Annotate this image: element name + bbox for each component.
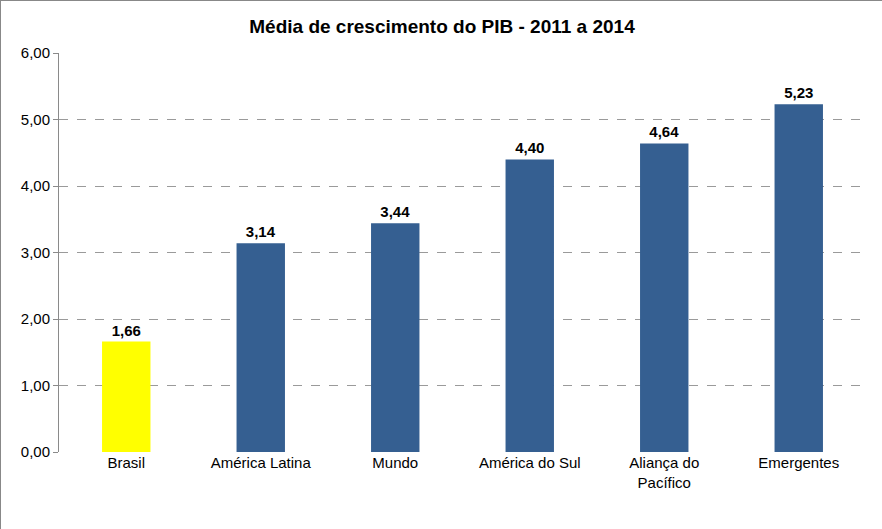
svg-text:5,23: 5,23 — [784, 84, 813, 101]
svg-text:Aliança doPacífico: Aliança doPacífico — [629, 454, 699, 491]
svg-text:4,00: 4,00 — [21, 177, 50, 194]
svg-text:Emergentes: Emergentes — [758, 454, 839, 471]
svg-text:6,00: 6,00 — [21, 44, 50, 61]
svg-text:América do Sul: América do Sul — [479, 454, 581, 471]
svg-text:4,64: 4,64 — [649, 123, 679, 140]
svg-text:5,00: 5,00 — [21, 111, 50, 128]
svg-text:América Latina: América Latina — [211, 454, 312, 471]
svg-text:3,44: 3,44 — [380, 203, 410, 220]
svg-text:3,14: 3,14 — [246, 223, 276, 240]
svg-text:1,00: 1,00 — [21, 377, 50, 394]
svg-text:4,40: 4,40 — [515, 139, 544, 156]
svg-text:Média de crescimento do PIB -: Média de crescimento do PIB - 2011 a 201… — [249, 16, 635, 37]
svg-text:2,00: 2,00 — [21, 310, 50, 327]
svg-text:Brasil: Brasil — [107, 454, 145, 471]
svg-text:1,66: 1,66 — [112, 322, 141, 339]
svg-text:Mundo: Mundo — [372, 454, 418, 471]
svg-text:3,00: 3,00 — [21, 244, 50, 261]
svg-text:0,00: 0,00 — [21, 443, 50, 460]
